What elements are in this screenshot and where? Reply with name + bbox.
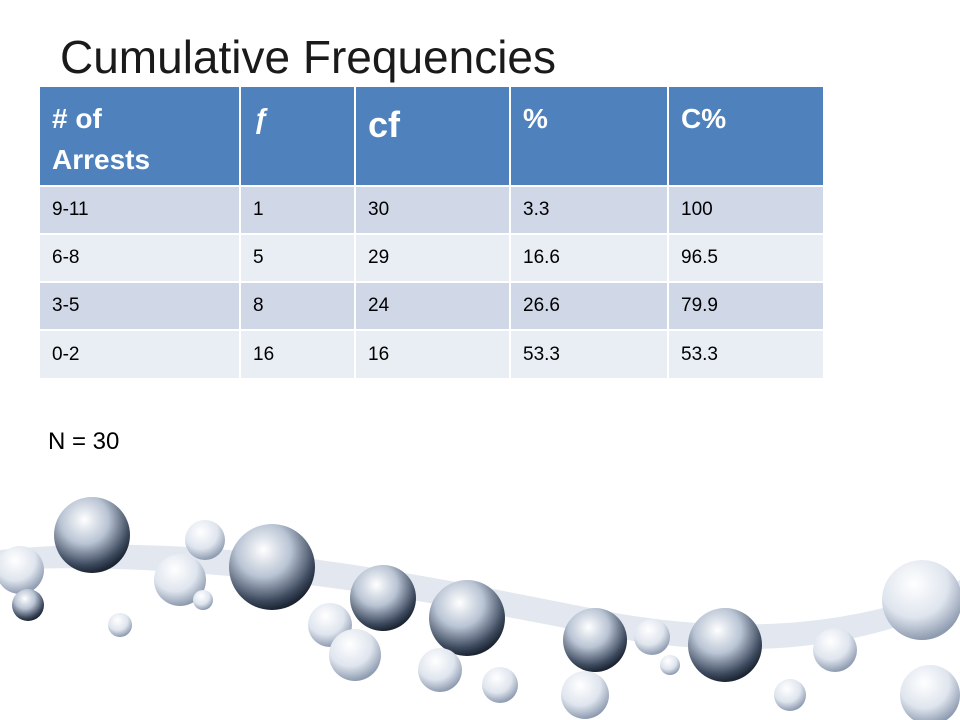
header-cell: cf (355, 87, 511, 186)
table-cell: 8 (240, 281, 356, 330)
header-cell: # of Arrests (40, 87, 241, 186)
note: N = 30 (48, 428, 120, 455)
table-cell: 16 (355, 329, 511, 378)
bubble-decoration (0, 497, 960, 720)
bubbles (0, 497, 960, 720)
frequency-table: # of Arrests ƒ cf% C% 9-11 1 30 3.3 100 6-8 5 29 16… (40, 87, 825, 378)
table-cell: 100 (668, 185, 825, 234)
table-cell: 53.3 (668, 329, 825, 378)
table-cell: 1 (240, 185, 356, 234)
table-row: 0-2 16 16 53.3 53.3 (40, 329, 825, 378)
header-cell: C% (668, 87, 825, 186)
table-row: 6-8 5 29 16.6 96.5 (40, 233, 825, 282)
slide-title: Cumulative Frequencies (60, 31, 557, 83)
table-cell: 96.5 (668, 233, 825, 282)
table-cell: 3-5 (40, 281, 241, 330)
table-cell: 5 (240, 233, 356, 282)
table-cell: 30 (355, 185, 511, 234)
table-row: 9-11 1 30 3.3 100 (40, 185, 825, 234)
table-cell: 6-8 (40, 233, 241, 282)
table-cell: 29 (355, 233, 511, 282)
table-cell: 0-2 (40, 329, 241, 378)
table-cell: 53.3 (510, 329, 669, 378)
header-cell: ƒ (240, 87, 356, 186)
table-cell: 3.3 (510, 185, 669, 234)
table-cell: 79.9 (668, 281, 825, 330)
table-cell: 9-11 (40, 185, 241, 234)
table-cell: 26.6 (510, 281, 669, 330)
table-row: 3-5 8 24 26.6 79.9 (40, 281, 825, 330)
table-cell: 16 (240, 329, 356, 378)
header-row: # of Arrests ƒ cf% C% (40, 87, 825, 186)
header-cell: % (510, 87, 669, 186)
table-cell: 16.6 (510, 233, 669, 282)
table-cell: 24 (355, 281, 511, 330)
